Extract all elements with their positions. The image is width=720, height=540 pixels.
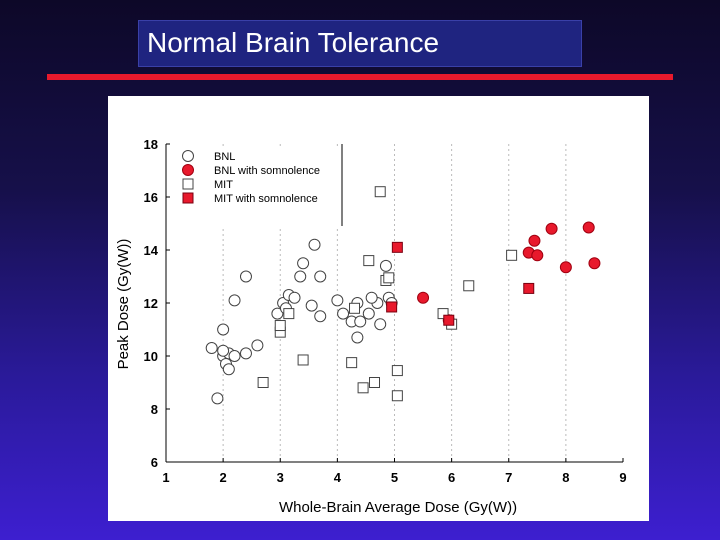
open-circle-point — [228, 350, 241, 362]
axes — [165, 143, 624, 463]
open-circle-point — [288, 291, 301, 304]
legend-marker — [182, 178, 194, 190]
filled-circle-point — [545, 222, 558, 235]
open-circle-point — [362, 307, 375, 320]
filled-circle-point — [417, 291, 430, 304]
data-points — [205, 186, 601, 405]
filled-circle-point — [559, 261, 572, 274]
open-square-point — [374, 186, 386, 198]
open-square-point — [274, 320, 286, 332]
filled-circle-point — [531, 249, 544, 262]
x-tick-label: 9 — [619, 470, 626, 485]
open-circle-point — [314, 270, 327, 283]
grid-lines — [222, 144, 567, 462]
legend-label: BNL — [214, 151, 235, 163]
open-circle-point — [337, 307, 350, 320]
y-tick-label: 14 — [144, 243, 159, 258]
open-circle-point — [205, 342, 218, 355]
x-tick-label: 3 — [277, 470, 284, 485]
legend: BNL BNL with somnolence MIT MIT with somnol… — [174, 144, 343, 226]
filled-square-point — [443, 314, 455, 326]
open-square-point — [506, 249, 518, 261]
y-tick-label: 8 — [151, 402, 158, 417]
open-circle-point — [354, 315, 367, 328]
open-square-point — [391, 365, 403, 377]
open-circle-point — [297, 257, 310, 270]
y-tick-label: 10 — [144, 349, 158, 364]
open-circle-point — [211, 392, 224, 405]
open-square-point — [357, 382, 369, 394]
slide-title: Normal Brain Tolerance — [147, 27, 440, 58]
open-circle-point — [239, 270, 252, 283]
x-tick-label: 6 — [448, 470, 455, 485]
open-circle-point — [331, 294, 344, 307]
open-square-point — [297, 354, 309, 366]
open-circle-point — [217, 323, 230, 336]
y-tick-label: 16 — [144, 190, 158, 205]
open-circle-point — [351, 331, 364, 344]
legend-label: MIT — [214, 179, 233, 191]
legend-marker — [182, 192, 194, 204]
open-square-point — [437, 308, 449, 320]
open-circle-point — [222, 363, 235, 376]
filled-circle-point — [582, 221, 595, 234]
open-square-point — [369, 377, 381, 388]
open-circle-point — [365, 291, 378, 304]
legend-marker — [182, 150, 194, 162]
y-tick-label: 12 — [144, 296, 158, 311]
legend-marker — [182, 164, 194, 176]
legend-label: MIT with somnolence — [214, 193, 318, 205]
x-tick-label: 1 — [162, 470, 169, 485]
open-square-point — [463, 280, 475, 292]
y-axis-label: Peak Dose (Gy(W)) — [115, 239, 132, 370]
filled-circle-point — [588, 257, 601, 270]
open-square-point — [283, 308, 295, 320]
chart-panel: 6 8 10 12 14 16 18 1 2 3 4 5 6 7 8 9 BNL BNL with somnol… — [108, 96, 649, 521]
open-square-point — [349, 302, 361, 314]
filled-square-point — [386, 301, 398, 313]
filled-square-point — [391, 241, 403, 253]
legend-background — [174, 146, 342, 226]
open-circle-point — [379, 259, 392, 272]
open-circle-point — [228, 294, 241, 307]
open-circle-point — [239, 347, 252, 360]
x-axis-label: Whole-Brain Average Dose (Gy(W)) — [279, 499, 517, 516]
open-circle-point — [251, 339, 264, 352]
title-underline — [47, 74, 673, 80]
open-square-point — [346, 357, 358, 369]
open-circle-point — [305, 299, 318, 312]
title-box: Normal Brain Tolerance — [138, 20, 582, 67]
open-square-point — [391, 390, 403, 402]
x-tick-label: 8 — [562, 470, 569, 485]
open-square-point — [363, 255, 375, 267]
y-tick-label: 6 — [151, 455, 158, 470]
open-circle-point — [308, 238, 321, 251]
x-tick-label: 7 — [505, 470, 512, 485]
open-square-point — [383, 272, 395, 284]
open-circle-point — [271, 307, 284, 320]
y-tick-label: 18 — [144, 137, 158, 152]
x-tick-label: 2 — [220, 470, 227, 485]
open-circle-point — [314, 310, 327, 323]
open-circle-point — [374, 318, 387, 331]
open-circle-point — [217, 344, 230, 357]
open-square-point — [257, 377, 269, 388]
open-circle-point — [294, 270, 307, 283]
x-tick-label: 4 — [334, 470, 342, 485]
x-tick-label: 5 — [391, 470, 398, 485]
filled-square-point — [523, 282, 535, 294]
legend-label: BNL with somnolence — [214, 165, 320, 177]
filled-circle-point — [528, 234, 541, 247]
